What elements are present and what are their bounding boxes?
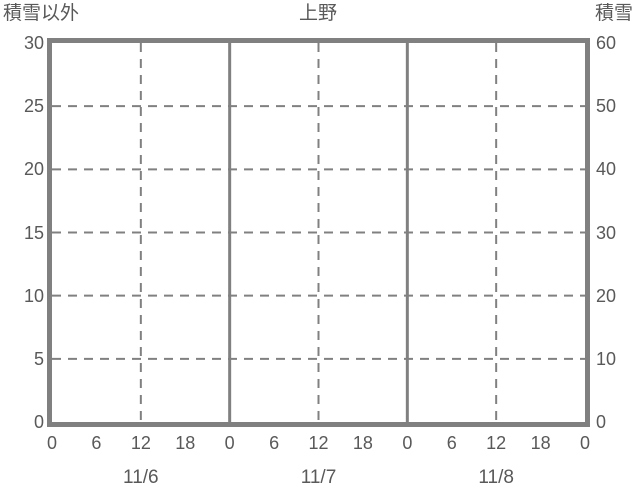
x-axis-hour-label: 0 — [224, 433, 235, 453]
x-axis-day-label: 11/6 — [123, 467, 159, 488]
left-axis-tick-label: 30 — [23, 33, 44, 53]
right-axis-tick-label: 60 — [596, 33, 617, 53]
x-axis-hour-label: 18 — [352, 433, 373, 453]
x-axis-hour-label: 0 — [579, 433, 590, 453]
x-axis-hour-label: 12 — [130, 433, 151, 453]
x-axis-hour-label: 18 — [530, 433, 551, 453]
x-axis-hour-label: 0 — [46, 433, 57, 453]
x-axis-hour-label: 18 — [175, 433, 196, 453]
left-axis-tick-label: 10 — [23, 285, 44, 306]
x-axis-hour-label: 12 — [486, 433, 507, 453]
right-axis-tick-label: 50 — [596, 96, 617, 117]
left-axis-title: 積雪以外 — [3, 3, 80, 24]
plot-area — [47, 38, 590, 427]
left-axis-tick-label: 0 — [33, 412, 44, 432]
left-axis-tick-label: 20 — [23, 159, 44, 180]
right-axis-tick-label: 40 — [596, 159, 617, 180]
x-axis-hour-label: 6 — [446, 433, 457, 453]
left-axis-tick-label: 15 — [23, 222, 44, 243]
left-axis-tick-label: 5 — [33, 348, 44, 369]
right-axis-tick-label: 0 — [596, 412, 607, 432]
chart-title: 上野 — [298, 3, 337, 24]
right-axis-tick-label: 10 — [596, 348, 617, 369]
x-axis-hour-label: 6 — [269, 433, 280, 453]
x-axis-day-label: 11/7 — [300, 467, 337, 488]
right-axis-title: 積雪 — [594, 3, 633, 24]
gridlines — [52, 43, 585, 422]
right-axis-tick-label: 20 — [596, 285, 617, 306]
x-axis-hour-label: 6 — [91, 433, 102, 453]
x-axis-day-label: 11/8 — [478, 467, 514, 488]
left-axis-tick-label: 25 — [23, 96, 44, 117]
right-axis-tick-label: 30 — [596, 222, 617, 243]
x-axis-hour-label: 12 — [308, 433, 329, 453]
x-axis-hour-label: 0 — [402, 433, 413, 453]
